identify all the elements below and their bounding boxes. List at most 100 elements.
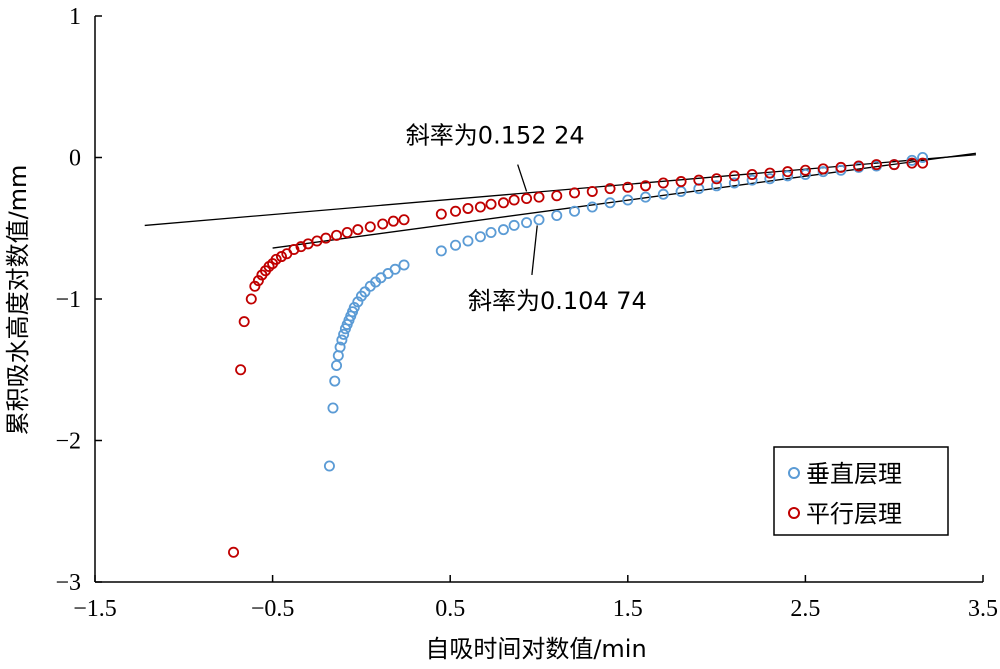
y-tick-label: −1 <box>55 287 81 313</box>
data-point <box>235 364 247 376</box>
data-point <box>288 243 300 255</box>
series-vertical <box>323 151 929 472</box>
x-tick-label: −0.5 <box>251 596 295 622</box>
data-point <box>398 214 410 226</box>
data-point <box>245 293 257 305</box>
data-point <box>906 157 918 169</box>
data-point <box>275 251 287 263</box>
data-point <box>497 197 509 209</box>
data-point <box>853 160 865 172</box>
data-point <box>657 188 669 200</box>
data-point <box>338 328 350 340</box>
y-tick-label: 0 <box>69 146 81 172</box>
data-point <box>551 190 563 202</box>
data-point <box>474 231 486 243</box>
data-point <box>252 275 264 287</box>
fit-line-1 <box>144 154 976 227</box>
data-point <box>622 194 634 206</box>
legend-marker-vertical <box>788 467 800 479</box>
data-point <box>657 177 669 189</box>
x-axis-title: 自吸时间对数值/min <box>425 635 646 663</box>
data-point <box>450 239 462 251</box>
data-point <box>320 232 332 244</box>
data-point <box>249 280 261 292</box>
data-point <box>764 167 776 179</box>
data-point <box>782 166 794 178</box>
data-point <box>462 235 474 247</box>
data-point <box>295 241 307 253</box>
data-point <box>334 341 346 353</box>
slope-annotation-2: 斜率为0.104 74 <box>468 287 647 315</box>
annotation-pointer-1 <box>517 164 528 192</box>
y-tick-label: 1 <box>69 4 81 30</box>
y-axis-title: 累积吸水高度对数值/mm <box>4 165 32 436</box>
data-point <box>764 173 776 185</box>
data-point <box>521 217 533 229</box>
data-point <box>508 194 520 206</box>
data-point <box>746 168 758 180</box>
data-point <box>364 221 376 233</box>
x-tick-label: 0.5 <box>435 596 465 622</box>
legend-box <box>773 446 949 536</box>
x-tick-label: 2.5 <box>790 596 820 622</box>
legend-marker-parallel <box>788 507 800 519</box>
data-point <box>728 170 740 182</box>
data-point <box>323 460 335 472</box>
data-point <box>817 163 829 175</box>
data-point <box>799 164 811 176</box>
data-point <box>604 197 616 209</box>
legend: 垂直层理 平行层理 <box>773 446 949 536</box>
data-point <box>435 208 447 220</box>
data-point <box>551 210 563 222</box>
data-point <box>604 183 616 195</box>
series-parallel <box>228 157 929 558</box>
data-point <box>888 159 900 171</box>
legend-label-parallel: 平行层理 <box>806 500 902 528</box>
data-point <box>389 263 401 275</box>
axes: −1.5 −0.5 0.5 1.5 2.5 3.5 1 0 −1 −2 −3 <box>55 4 998 622</box>
annotation-pointer-2 <box>531 225 538 276</box>
data-point <box>569 205 581 217</box>
fit-line-2 <box>272 152 976 249</box>
data-point <box>728 177 740 189</box>
data-point <box>508 219 520 231</box>
data-point <box>327 402 339 414</box>
x-tick-label: −1.5 <box>73 596 117 622</box>
data-point <box>711 180 723 192</box>
data-point <box>870 159 882 171</box>
slope-annotation-1: 斜率为0.152 24 <box>406 121 585 149</box>
data-point <box>917 157 929 169</box>
data-point <box>387 215 399 227</box>
data-point <box>622 181 634 193</box>
data-point <box>377 218 389 230</box>
data-point <box>586 201 598 213</box>
legend-label-vertical: 垂直层理 <box>806 460 902 488</box>
y-tick-label: −2 <box>55 429 81 455</box>
data-point <box>331 360 343 372</box>
data-point <box>485 226 497 238</box>
data-point <box>693 174 705 186</box>
x-tick-label: 1.5 <box>613 596 643 622</box>
data-point <box>435 245 447 257</box>
data-point <box>348 301 360 313</box>
data-point <box>675 185 687 197</box>
data-point <box>746 174 758 186</box>
fit-lines <box>144 152 976 249</box>
data-point <box>450 205 462 217</box>
y-tick-label: −3 <box>55 570 81 596</box>
data-point <box>711 173 723 185</box>
data-point <box>782 170 794 182</box>
data-point <box>352 296 364 308</box>
data-point <box>228 546 240 558</box>
data-point <box>270 253 282 265</box>
data-point <box>533 191 545 203</box>
data-point <box>474 201 486 213</box>
data-point <box>329 375 341 387</box>
data-point <box>533 214 545 226</box>
data-point <box>521 193 533 205</box>
annotations: 斜率为0.152 24 斜率为0.104 74 <box>406 121 647 315</box>
data-point <box>485 198 497 210</box>
data-point <box>917 151 929 163</box>
data-point <box>331 229 343 241</box>
